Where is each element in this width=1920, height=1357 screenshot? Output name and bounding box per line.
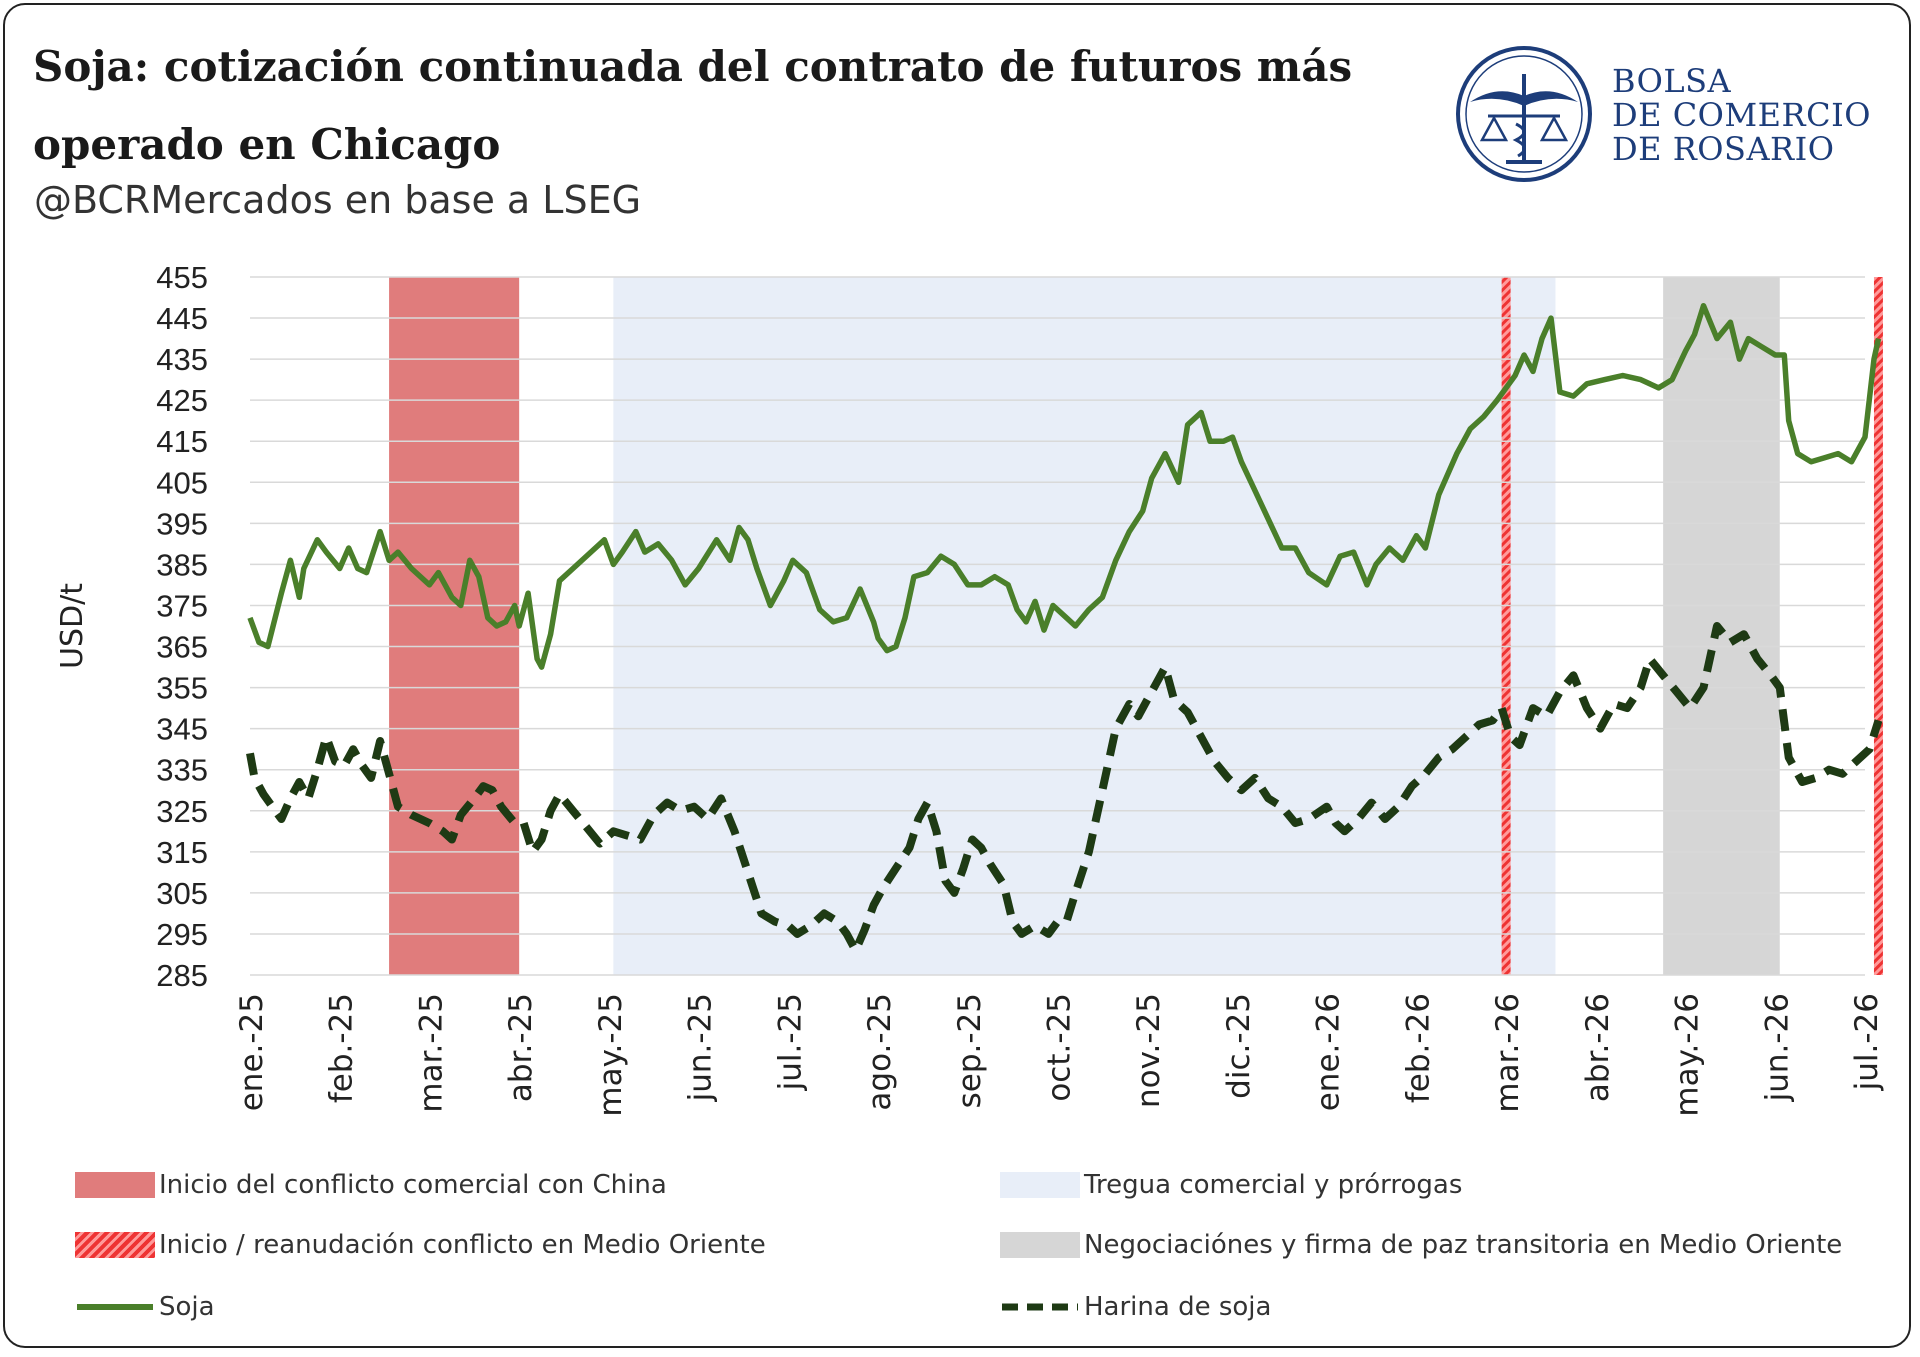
x-tick-label: may.-26	[1670, 993, 1706, 1117]
y-tick-label: 405	[156, 465, 208, 500]
y-tick-label: 355	[156, 671, 208, 706]
shaded-period-1	[613, 277, 1556, 975]
y-tick-label: 395	[156, 506, 208, 541]
y-tick-label: 305	[156, 876, 208, 911]
x-tick-label: jun.-25	[683, 993, 719, 1102]
y-tick-label: 435	[156, 342, 208, 377]
series-line-harina-de-soja	[246, 622, 1883, 955]
y-tick-label: 425	[156, 383, 208, 418]
legend-item-harina: Harina de soja	[1000, 1292, 1271, 1322]
shaded-period-2	[1501, 277, 1511, 975]
y-axis-label: USD/t	[55, 583, 90, 669]
shaded-period-4	[1873, 277, 1883, 975]
legend-label-harina: Harina de soja	[1084, 1292, 1272, 1322]
chart-title: Soja: cotización continuada del contrato…	[33, 42, 1353, 169]
bcr-logo: BOLSA DE COMERCIO DE ROSARIO	[1452, 44, 1872, 184]
legend-item-china: Inicio del conflicto comercial con China	[75, 1170, 667, 1200]
y-tick-label: 335	[156, 753, 208, 788]
x-tick-label: may.-25	[593, 993, 629, 1117]
x-tick-label: sep.-25	[952, 993, 988, 1108]
y-tick-label: 325	[156, 794, 208, 829]
x-tick-label: ene.-26	[1311, 993, 1347, 1111]
x-tick-label: feb.-26	[1400, 993, 1436, 1103]
logo-line-1: BOLSA	[1612, 62, 1732, 100]
y-tick-label: 285	[156, 958, 208, 993]
y-tick-label: 365	[156, 630, 208, 665]
x-tick-label: feb.-25	[324, 993, 360, 1103]
y-tick-label: 375	[156, 588, 208, 623]
legend-swatch-harina	[1002, 1303, 1078, 1311]
legend-label-china: Inicio del conflicto comercial con China	[159, 1170, 667, 1200]
x-tick-label: ago.-25	[862, 993, 898, 1111]
y-tick-label: 295	[156, 917, 208, 952]
x-tick-label: mar.-25	[413, 993, 449, 1113]
x-tick-label: ene.-25	[234, 993, 270, 1111]
logo-line-2: DE COMERCIO	[1612, 96, 1871, 134]
series-line-soja	[247, 302, 1882, 670]
x-tick-label: jun.-26	[1759, 993, 1795, 1102]
legend-swatch-china	[75, 1172, 155, 1198]
y-tick-label: 315	[156, 835, 208, 870]
x-tick-label: jul.-25	[772, 993, 808, 1091]
legend-item-negociaciones: Negociaciónes y firma de paz transitoria…	[1000, 1230, 1842, 1260]
legend-label-negociaciones: Negociaciónes y firma de paz transitoria…	[1084, 1230, 1843, 1260]
logo-line-3: DE ROSARIO	[1612, 130, 1835, 168]
chart-subtitle: @BCRMercados en base a LSEG	[34, 178, 642, 222]
legend-item-medio-oriente: Inicio / reanudación conflicto en Medio …	[75, 1230, 766, 1260]
y-tick-label: 455	[156, 260, 208, 295]
x-tick-label: oct.-25	[1042, 993, 1078, 1102]
x-tick-label: abr.-26	[1580, 993, 1616, 1102]
legend-label-tregua: Tregua comercial y prórrogas	[1084, 1170, 1463, 1200]
x-tick-label: jul.-26	[1849, 993, 1885, 1091]
legend-swatch-tregua	[1000, 1172, 1080, 1198]
legend-swatch-medio-oriente	[75, 1232, 155, 1258]
legend-label-soja: Soja	[159, 1292, 215, 1322]
x-tick-label: dic.-25	[1221, 993, 1257, 1099]
x-tick-label: abr.-25	[503, 993, 539, 1102]
x-tick-label: nov.-25	[1131, 993, 1167, 1108]
bcr-seal-icon	[1456, 46, 1592, 182]
y-tick-label: 445	[156, 301, 208, 336]
legend-item-tregua: Tregua comercial y prórrogas	[1000, 1170, 1462, 1200]
legend-swatch-soja	[77, 1304, 153, 1310]
chart-frame	[3, 3, 1911, 1348]
legend-label-medio-oriente: Inicio / reanudación conflicto en Medio …	[159, 1230, 766, 1260]
y-tick-label: 345	[156, 712, 208, 747]
legend-item-soja: Soja	[75, 1292, 215, 1322]
y-tick-label: 385	[156, 547, 208, 582]
x-tick-label: mar.-26	[1490, 993, 1526, 1113]
legend-swatch-negociaciones	[1000, 1232, 1080, 1258]
y-tick-label: 415	[156, 424, 208, 459]
